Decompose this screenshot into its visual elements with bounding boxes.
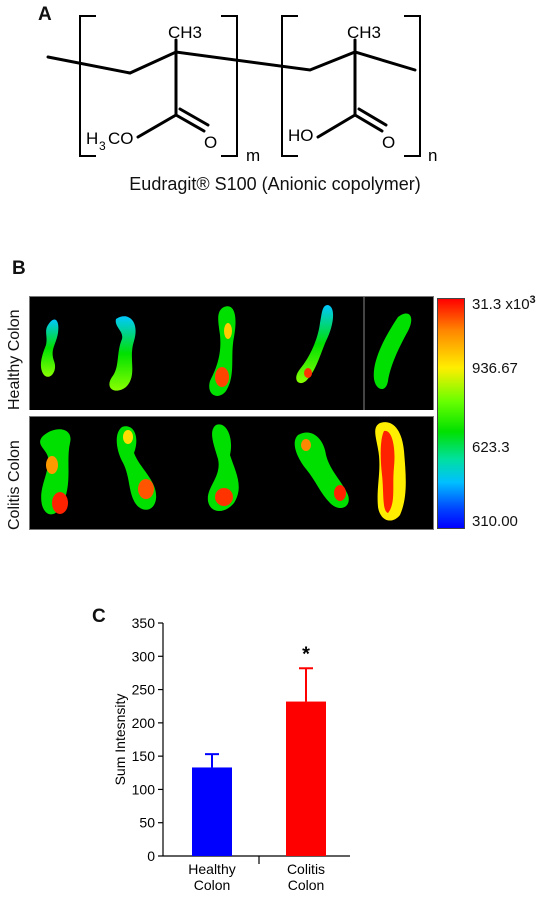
bar xyxy=(286,701,326,856)
colorbar-top-label: 31.3 x103 xyxy=(472,294,536,313)
panel-c-label: C xyxy=(92,606,106,627)
y-tick-label: 150 xyxy=(132,748,156,764)
ester-h-label: H xyxy=(86,129,98,148)
y-tick-label: 0 xyxy=(147,848,155,864)
panel-b-label: B xyxy=(12,258,26,279)
y-tick-label: 250 xyxy=(132,682,156,698)
x-tick-label: Colon xyxy=(194,877,231,893)
sum-intensity-chart: 0 50 100 150 200 250 300 350 Sum Intesnsity Healt… xyxy=(112,615,350,893)
methyl-right-label: CH3 xyxy=(347,23,381,42)
subscript-m-label: m xyxy=(246,146,260,165)
y-tick-label: 300 xyxy=(132,648,156,664)
healthy-colon-scans xyxy=(40,297,412,410)
row-label-colitis: Colitis Colon xyxy=(6,440,23,530)
x-tick-label: Colitis xyxy=(287,861,325,877)
y-tick-label: 200 xyxy=(132,715,156,731)
y-tick-label: 100 xyxy=(132,781,156,797)
panel-a-label: A xyxy=(38,4,52,25)
x-tick-label: Healthy xyxy=(188,861,235,877)
acid-ho-label: HO xyxy=(288,126,314,145)
colitis-colon-image xyxy=(29,416,434,530)
image-divider xyxy=(29,410,434,416)
colorbar-mid-low-label: 623.3 xyxy=(472,439,510,456)
colorbar-mid-high-label: 936.67 xyxy=(472,360,518,377)
significance-marker: * xyxy=(302,643,310,665)
oxygen-left-label: O xyxy=(204,133,217,152)
y-axis-label: Sum Intesnsity xyxy=(112,694,128,786)
methyl-left-label: CH3 xyxy=(168,23,202,42)
colorbar-bottom-label: 310.00 xyxy=(472,513,518,530)
subscript-n-label: n xyxy=(428,146,437,165)
intensity-colorbar xyxy=(437,298,465,529)
polymer-caption: Eudragit® S100 (Anionic copolymer) xyxy=(129,174,421,194)
ester-co-label: CO xyxy=(108,129,134,148)
bar xyxy=(192,767,232,856)
y-tick-label: 50 xyxy=(139,815,155,831)
y-tick-label: 350 xyxy=(132,615,156,631)
ester-subscript-label: 3 xyxy=(99,139,106,153)
healthy-colon-image xyxy=(29,296,434,411)
copolymer-structure: CH3 CH3 H 3 CO HO O O m n xyxy=(46,15,437,165)
oxygen-right-label: O xyxy=(382,133,395,152)
colitis-colon-scans xyxy=(40,422,406,521)
x-tick-label: Colon xyxy=(288,877,325,893)
row-label-healthy: Healthy Colon xyxy=(6,309,23,411)
